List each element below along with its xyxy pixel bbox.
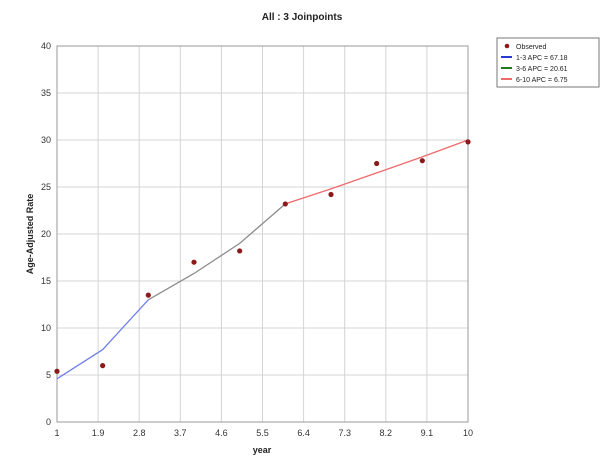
- observed-point: [191, 259, 197, 265]
- y-tick-label: 15: [41, 276, 51, 286]
- observed-point: [100, 363, 106, 369]
- observed-points: [54, 139, 471, 374]
- legend-label-1: 1-3 APC = 67.18: [516, 55, 568, 62]
- x-tick-label: 5.5: [256, 428, 269, 438]
- y-tick-label: 40: [41, 41, 51, 51]
- x-tick-labels: 1 1.9 2.8 3.7 4.6 5.5 6.4 7.3 8.2 9.1 10: [54, 428, 473, 438]
- series-line-1: [56, 299, 149, 380]
- y-tick-label: 0: [46, 417, 51, 427]
- fitted-lines: [56, 139, 469, 380]
- series-line-2: [147, 203, 286, 301]
- y-tick-label: 30: [41, 135, 51, 145]
- observed-point: [419, 158, 425, 164]
- observed-point: [282, 201, 288, 207]
- y-tick-label: 25: [41, 182, 51, 192]
- x-tick-label: 8.2: [380, 428, 393, 438]
- y-tick-label: 10: [41, 323, 51, 333]
- observed-point: [237, 248, 243, 254]
- legend: Observed 1-3 APC = 67.18 3-6 APC = 20.61…: [496, 37, 600, 88]
- x-tick-label: 3.7: [174, 428, 187, 438]
- series-line-3: [285, 139, 469, 205]
- plot-area-frame: [56, 45, 469, 423]
- observed-point: [145, 292, 151, 298]
- legend-label-observed: Observed: [516, 44, 546, 51]
- legend-box: [496, 37, 600, 88]
- legend-label-2: 3-6 APC = 20.61: [516, 66, 568, 73]
- grid: [56, 45, 469, 423]
- y-tick-labels: 0 5 10 15 20 25 30 35 40: [41, 41, 51, 427]
- y-tick-label: 35: [41, 88, 51, 98]
- legend-label-3: 6-10 APC = 6.75: [516, 77, 568, 84]
- x-tick-label: 4.6: [215, 428, 228, 438]
- x-tick-label: 9.1: [421, 428, 434, 438]
- observed-point: [465, 139, 471, 145]
- x-tick-label: 6.4: [297, 428, 310, 438]
- y-tick-label: 20: [41, 229, 51, 239]
- x-tick-label: 1: [54, 428, 59, 438]
- x-tick-label: 2.8: [133, 428, 146, 438]
- x-tick-label: 7.3: [338, 428, 351, 438]
- chart-title: All : 3 Joinpoints: [262, 12, 343, 23]
- legend-marker-observed: [504, 43, 510, 49]
- x-axis-label: year: [253, 445, 272, 455]
- observed-point: [54, 368, 60, 374]
- observed-point: [374, 160, 380, 167]
- x-tick-label: 10: [463, 428, 473, 438]
- y-axis-label: Age-Adjusted Rate: [25, 194, 35, 275]
- observed-point: [328, 191, 334, 198]
- x-tick-label: 1.9: [92, 428, 105, 438]
- y-tick-label: 5: [46, 370, 51, 380]
